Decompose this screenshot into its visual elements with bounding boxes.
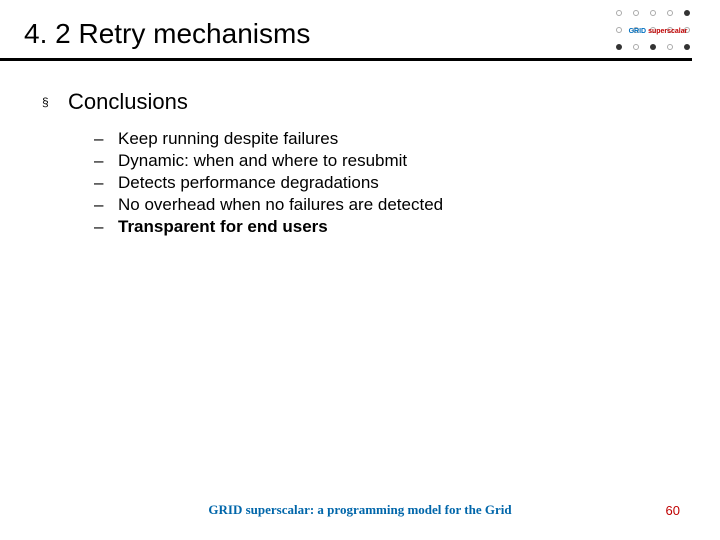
list-bullet: – [94,217,116,237]
list-item: – Transparent for end users [94,217,720,237]
logo-text-grid: GRID [629,28,647,35]
bullet-list: – Keep running despite failures – Dynami… [42,129,720,237]
list-bullet: – [94,173,116,193]
slide-title: 4. 2 Retry mechanisms [24,18,692,50]
list-item: – No overhead when no failures are detec… [94,195,720,215]
logo: GRID superscalar [616,10,700,58]
list-item: – Dynamic: when and where to resubmit [94,151,720,171]
section-bullet: § [42,95,62,109]
list-bullet: – [94,151,116,171]
list-item: – Keep running despite failures [94,129,720,149]
list-text: No overhead when no failures are detecte… [118,195,443,215]
slide-content: § Conclusions – Keep running despite fai… [0,61,720,237]
list-bullet: – [94,195,116,215]
footer-text: GRID superscalar: a programming model fo… [208,502,511,518]
slide-container: 4. 2 Retry mechanisms GRID superscalar §… [0,0,720,540]
list-text: Transparent for end users [118,217,328,237]
slide-header: 4. 2 Retry mechanisms [0,0,692,61]
list-text: Dynamic: when and where to resubmit [118,151,407,171]
list-item: – Detects performance degradations [94,173,720,193]
page-number: 60 [666,503,680,518]
section-label: Conclusions [68,89,188,115]
slide-footer: GRID superscalar: a programming model fo… [0,502,720,518]
list-bullet: – [94,129,116,149]
list-text: Detects performance degradations [118,173,379,193]
section-heading: § Conclusions [42,89,720,115]
logo-text-superscalar: superscalar [648,28,687,35]
list-text: Keep running despite failures [118,129,338,149]
